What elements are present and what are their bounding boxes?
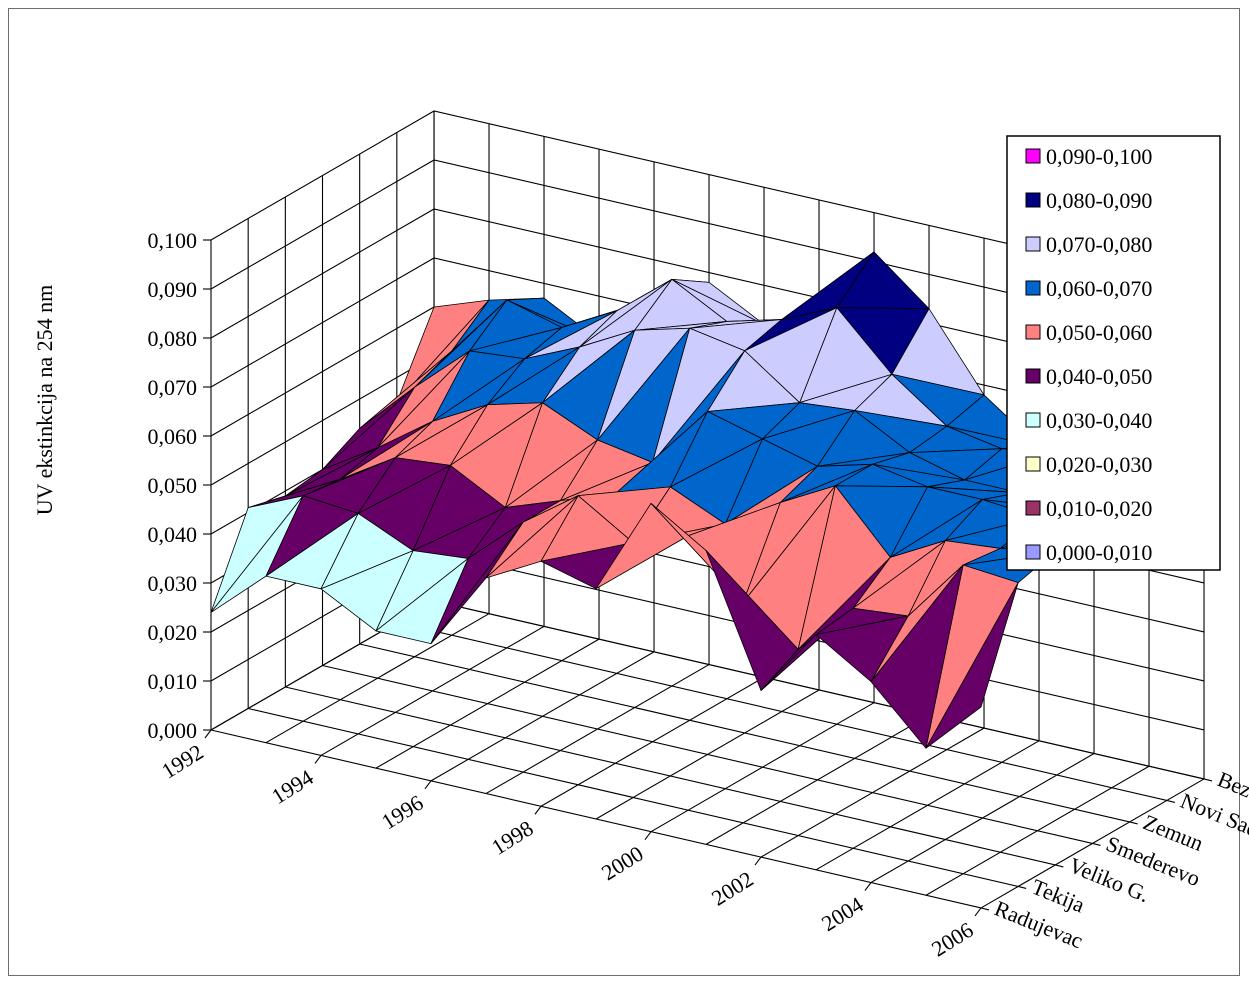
legend-label: 0,050-0,060 [1046, 320, 1152, 345]
legend-swatch [1025, 148, 1041, 164]
z-tick-label: 0,080 [148, 326, 198, 351]
floor-grid-line [210, 729, 982, 909]
z-tick-label: 0,070 [148, 375, 198, 400]
floor-grid-line [396, 621, 1167, 801]
x-tick-mark [644, 831, 652, 841]
legend-label: 0,090-0,100 [1046, 144, 1152, 169]
legend: 0,090-0,100 0,080-0,090 0,070-0,080 0,060-0… [1006, 135, 1221, 571]
legend-swatch [1025, 280, 1041, 296]
x-tick-label: 2004 [817, 892, 868, 937]
station-tick-mark [980, 907, 990, 911]
x-tick-label: 1994 [267, 764, 318, 809]
floor-grid-line [322, 664, 1093, 844]
legend-swatch [1025, 236, 1041, 252]
legend-label: 0,010-0,020 [1046, 496, 1152, 521]
legend-swatch [1025, 324, 1041, 340]
surface-facet [925, 582, 1019, 749]
legend-label: 0,000-0,010 [1046, 540, 1152, 565]
wall-grid-line [210, 208, 1205, 388]
x-tick-mark [204, 729, 212, 739]
legend-swatch [1025, 456, 1041, 472]
z-tick-label: 0,060 [148, 424, 198, 449]
x-tick-label: 1996 [377, 790, 428, 835]
x-tick-mark [424, 780, 432, 790]
x-tick-mark [314, 755, 322, 764]
x-tick-label: 1992 [157, 739, 208, 784]
z-tick-label: 0,010 [148, 669, 198, 694]
x-tick-label: 2000 [597, 841, 648, 886]
z-tick-label: 0,050 [148, 473, 198, 498]
floor-grid-line [285, 686, 1056, 866]
x-tick-mark [754, 856, 762, 866]
z-tick-label: 0,090 [148, 277, 198, 302]
z-tick-label: 0,000 [148, 718, 198, 743]
floor-grid-line [248, 707, 1019, 887]
legend-label: 0,070-0,080 [1046, 232, 1152, 257]
x-tick-mark [974, 907, 982, 917]
legend-label: 0,020-0,030 [1046, 452, 1152, 477]
floor-grid-line [359, 643, 1130, 823]
x-tick-label: 2006 [927, 917, 978, 962]
x-tick-label: 2002 [707, 866, 758, 911]
x-tick-mark [864, 882, 872, 891]
legend-label: 0,040-0,050 [1046, 364, 1152, 389]
wall-grid-line [210, 110, 1205, 290]
z-tick-label: 0,030 [148, 571, 198, 596]
station-tick-mark [1018, 885, 1027, 889]
station-tick-mark [1055, 864, 1064, 868]
station-tick-mark [1092, 842, 1101, 846]
vertical-axis-title: UV ekstinkcija na 254 nm [32, 285, 57, 516]
legend-swatch [1025, 412, 1041, 428]
z-tick-label: 0,020 [148, 620, 198, 645]
legend-label: 0,060-0,070 [1046, 276, 1152, 301]
station-tick-mark [1203, 778, 1213, 782]
wall-grid-line [210, 159, 1205, 339]
legend-swatch [1025, 368, 1041, 384]
x-tick-mark [534, 805, 542, 815]
station-tick-mark [1166, 799, 1175, 803]
legend-swatch [1025, 544, 1041, 560]
legend-label: 0,030-0,040 [1046, 408, 1152, 433]
z-tick-label: 0,100 [148, 228, 198, 253]
legend-swatch [1025, 192, 1041, 208]
legend-swatch [1025, 500, 1041, 516]
legend-box [1006, 135, 1221, 571]
legend-label: 0,080-0,090 [1046, 188, 1152, 213]
z-tick-label: 0,040 [148, 522, 198, 547]
x-tick-label: 1998 [487, 815, 538, 860]
station-tick-mark [1129, 821, 1138, 825]
